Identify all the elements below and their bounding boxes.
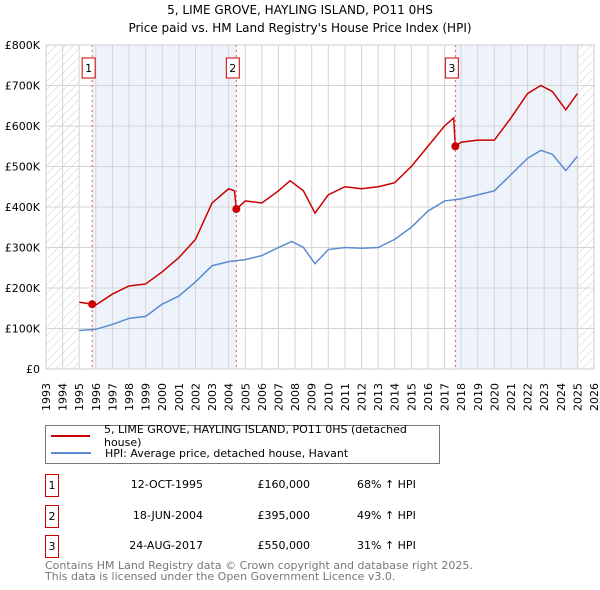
legend-label: 5, LIME GROVE, HAYLING ISLAND, PO11 0HS …	[103, 423, 407, 449]
x-tick-label: 2007	[272, 383, 285, 411]
x-tick-label: 2012	[356, 383, 369, 411]
y-tick-label: £0	[26, 363, 40, 376]
x-tick-label: 1994	[57, 383, 70, 411]
sale-point	[451, 142, 460, 151]
sale-label-box	[444, 57, 459, 79]
x-tick-label: 2022	[522, 383, 535, 411]
x-tick-label: 1993	[40, 383, 53, 411]
footer: Contains HM Land Registry data © Crown c…	[45, 560, 473, 582]
legend-label: HPI: Average price, detached house, Hava…	[105, 446, 349, 460]
sale-marker-badge: 1	[45, 474, 59, 497]
x-tick-label: 2021	[505, 383, 518, 411]
x-tick-label: 2014	[389, 383, 402, 411]
x-tick-label: 2001	[173, 383, 186, 411]
legend-item-property: 5, LIME GROVE, HAYLING ISLAND, PO11 0HS …	[51, 423, 439, 449]
legend: 5, LIME GROVE, HAYLING ISLAND, PO11 0HS …	[45, 423, 440, 464]
y-tick-label: £100K	[5, 323, 41, 336]
x-tick-label: 2011	[339, 383, 352, 411]
sale-label: 3	[448, 62, 455, 75]
x-tick-label: 2019	[472, 383, 485, 411]
x-tick-label: 2009	[306, 383, 319, 411]
sale-hpi: 68% ↑ HPI	[357, 478, 416, 491]
y-tick-label: £200K	[5, 282, 41, 295]
x-tick-label: 2025	[571, 383, 584, 411]
sale-point	[232, 205, 241, 214]
legend-item-hpi: HPI: Average price, detached house, Hava…	[51, 446, 348, 460]
y-tick-label: £400K	[5, 201, 41, 214]
x-tick-label: 2008	[289, 383, 302, 411]
x-tick-label: 2004	[223, 383, 236, 411]
sale-price: £395,000	[257, 509, 311, 522]
sale-date: 24-AUG-2017	[129, 539, 203, 552]
y-tick-label: £300K	[5, 242, 41, 255]
y-tick-label: £700K	[5, 80, 41, 93]
x-tick-label: 1998	[123, 383, 136, 411]
x-tick-label: 1997	[106, 383, 119, 411]
price-line	[79, 84, 579, 306]
chart-title: 5, LIME GROVE, HAYLING ISLAND, PO11 0HS	[167, 3, 433, 17]
plot-border	[45, 44, 595, 370]
x-tick-label: 2017	[439, 383, 452, 411]
x-tick-label: 2000	[156, 383, 169, 411]
x-tick-label: 1995	[73, 383, 86, 411]
x-tick-label: 2020	[488, 383, 501, 411]
sale-label: 2	[229, 62, 236, 75]
x-tick-label: 2026	[588, 383, 600, 411]
sale-label-box	[225, 57, 240, 79]
legend-swatch-red	[51, 435, 90, 437]
x-tick-label: 2005	[239, 383, 252, 411]
chart-svg: 5, LIME GROVE, HAYLING ISLAND, PO11 0HS …	[5, 3, 600, 411]
sale-date: 12-OCT-1995	[130, 478, 203, 491]
y-tick-label: £500K	[5, 161, 41, 174]
footer-copyright: Contains HM Land Registry data © Crown c…	[45, 559, 473, 572]
sale-marker-badge: 3	[45, 535, 59, 558]
x-tick-label: 1996	[90, 383, 103, 411]
sale-hpi: 31% ↑ HPI	[357, 539, 416, 552]
x-tick-label: 2003	[206, 383, 219, 411]
x-tick-label: 2002	[189, 383, 202, 411]
sale-point	[88, 300, 97, 309]
sale-price: £550,000	[257, 539, 311, 552]
sale-price: £160,000	[257, 478, 311, 491]
footer-licence: This data is licensed under the Open Gov…	[45, 570, 396, 583]
sale-label: 1	[85, 62, 92, 75]
sale-hpi: 49% ↑ HPI	[357, 509, 416, 522]
x-tick-label: 2010	[322, 383, 335, 411]
x-tick-label: 2015	[405, 383, 418, 411]
x-tick-label: 2023	[538, 383, 551, 411]
sale-date: 18-JUN-2004	[132, 509, 203, 522]
x-tick-label: 1999	[140, 383, 153, 411]
x-tick-label: 2024	[555, 383, 568, 411]
hpi-line	[79, 149, 578, 332]
x-tick-label: 2006	[256, 383, 269, 411]
x-tick-label: 2013	[372, 383, 385, 411]
x-tick-label: 2018	[455, 383, 468, 411]
y-tick-label: £800K	[5, 39, 41, 52]
chart-subtitle: Price paid vs. HM Land Registry's House …	[128, 21, 471, 35]
sale-label-box	[81, 57, 96, 79]
legend-swatch-blue	[51, 452, 91, 454]
y-tick-label: £600K	[5, 120, 41, 133]
x-tick-label: 2016	[422, 383, 435, 411]
sale-marker-badge: 2	[45, 505, 59, 528]
